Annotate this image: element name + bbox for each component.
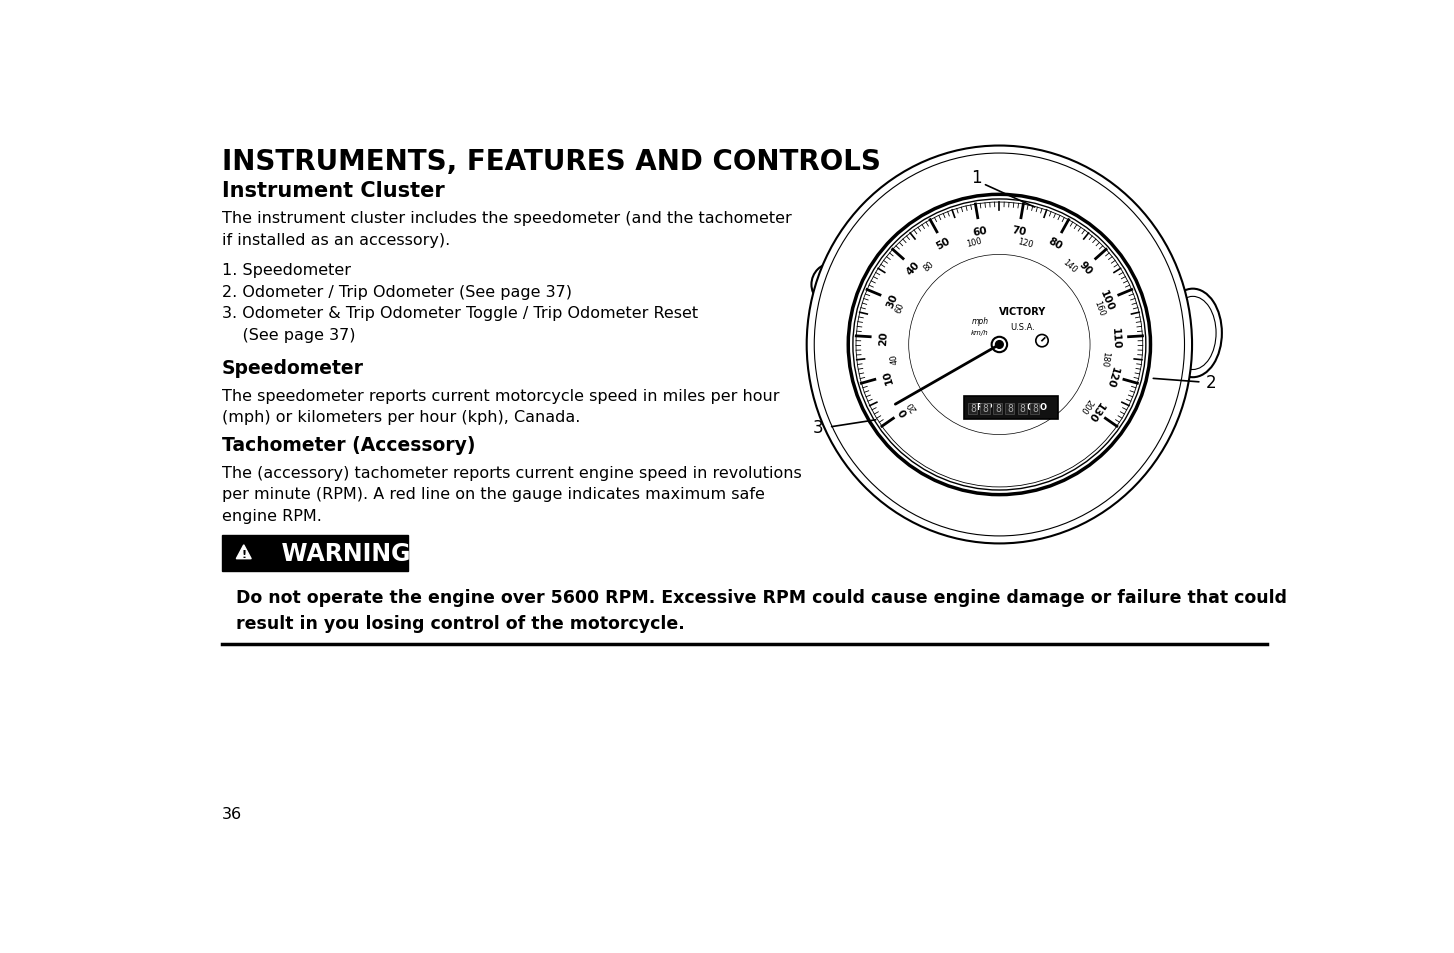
Text: 80: 80 — [1047, 236, 1064, 252]
Ellipse shape — [814, 153, 1185, 537]
Text: 0: 0 — [899, 405, 910, 417]
Text: 8: 8 — [1008, 404, 1013, 414]
Text: 100: 100 — [965, 236, 983, 249]
Circle shape — [1035, 335, 1048, 348]
Ellipse shape — [1163, 290, 1221, 377]
Text: 140: 140 — [1061, 258, 1079, 275]
Text: 30: 30 — [884, 292, 900, 309]
Text: 90: 90 — [1077, 259, 1095, 276]
FancyBboxPatch shape — [222, 536, 409, 571]
Text: !: ! — [241, 549, 246, 559]
Text: 40: 40 — [904, 259, 922, 276]
Text: 8: 8 — [1019, 404, 1025, 414]
Text: 120: 120 — [1016, 236, 1034, 249]
Text: 40: 40 — [888, 353, 899, 364]
Text: 3. Odometer & Trip Odometer Toggle / Trip Odometer Reset
    (See page 37): 3. Odometer & Trip Odometer Toggle / Tri… — [222, 306, 698, 342]
Circle shape — [848, 195, 1150, 496]
Text: 36: 36 — [222, 806, 243, 821]
FancyBboxPatch shape — [980, 403, 990, 415]
Text: 60: 60 — [971, 225, 987, 237]
Ellipse shape — [807, 147, 1192, 544]
Text: 20: 20 — [878, 331, 888, 346]
Text: The instrument cluster includes the speedometer (and the tachometer
if installed: The instrument cluster includes the spee… — [222, 212, 792, 248]
Text: 1: 1 — [971, 170, 981, 187]
Ellipse shape — [1169, 297, 1216, 370]
Text: 110: 110 — [1109, 327, 1121, 350]
Text: 2: 2 — [1205, 374, 1216, 392]
Text: 130: 130 — [1085, 399, 1105, 423]
FancyBboxPatch shape — [964, 396, 1059, 419]
Text: 60: 60 — [894, 301, 906, 314]
Text: The (accessory) tachometer reports current engine speed in revolutions
per minut: The (accessory) tachometer reports curre… — [222, 465, 801, 523]
Text: 180: 180 — [1099, 350, 1111, 367]
Circle shape — [823, 275, 843, 295]
Text: 8: 8 — [1032, 404, 1038, 414]
FancyBboxPatch shape — [1029, 403, 1040, 415]
Text: mph: mph — [971, 316, 989, 326]
Text: VICTORY: VICTORY — [999, 307, 1047, 317]
Text: U.S.A.: U.S.A. — [1011, 323, 1035, 332]
Circle shape — [817, 270, 849, 300]
Polygon shape — [237, 545, 252, 559]
Text: 70: 70 — [1011, 225, 1027, 237]
Text: 120: 120 — [1104, 365, 1120, 388]
FancyBboxPatch shape — [993, 403, 1002, 415]
Text: INSTRUMENTS, FEATURES AND CONTROLS: INSTRUMENTS, FEATURES AND CONTROLS — [222, 148, 881, 175]
Circle shape — [996, 341, 1003, 349]
Text: The speedometer reports current motorcycle speed in miles per hour
(mph) or kilo: The speedometer reports current motorcyc… — [222, 388, 779, 425]
FancyBboxPatch shape — [968, 403, 977, 415]
Text: TRIP: TRIP — [973, 402, 993, 411]
Text: 200: 200 — [1079, 396, 1095, 415]
Text: ODO: ODO — [1027, 402, 1047, 411]
Text: 8: 8 — [970, 404, 976, 414]
Text: 50: 50 — [935, 236, 952, 252]
Text: 80: 80 — [922, 259, 936, 274]
Text: Instrument Cluster: Instrument Cluster — [222, 180, 445, 200]
FancyBboxPatch shape — [1018, 403, 1027, 415]
Text: 100: 100 — [1098, 289, 1115, 313]
Text: 1. Speedometer: 1. Speedometer — [222, 263, 350, 277]
Text: 3: 3 — [813, 418, 823, 436]
Text: WARNING: WARNING — [265, 541, 410, 565]
Text: Do not operate the engine over 5600 RPM. Excessive RPM could cause engine damage: Do not operate the engine over 5600 RPM.… — [236, 588, 1287, 633]
Circle shape — [853, 200, 1146, 491]
Circle shape — [856, 203, 1143, 487]
Text: Speedometer: Speedometer — [222, 359, 364, 378]
Text: 160: 160 — [1092, 299, 1106, 317]
Text: km/h: km/h — [971, 330, 989, 336]
FancyBboxPatch shape — [1005, 403, 1015, 415]
Circle shape — [811, 264, 855, 307]
Text: 8: 8 — [983, 404, 989, 414]
Text: 10: 10 — [881, 368, 894, 385]
Text: Tachometer (Accessory): Tachometer (Accessory) — [222, 436, 475, 455]
Circle shape — [992, 337, 1008, 353]
Text: 2. Odometer / Trip Odometer (See page 37): 2. Odometer / Trip Odometer (See page 37… — [222, 284, 571, 299]
Text: 8: 8 — [995, 404, 1000, 414]
Text: 20: 20 — [906, 398, 919, 413]
